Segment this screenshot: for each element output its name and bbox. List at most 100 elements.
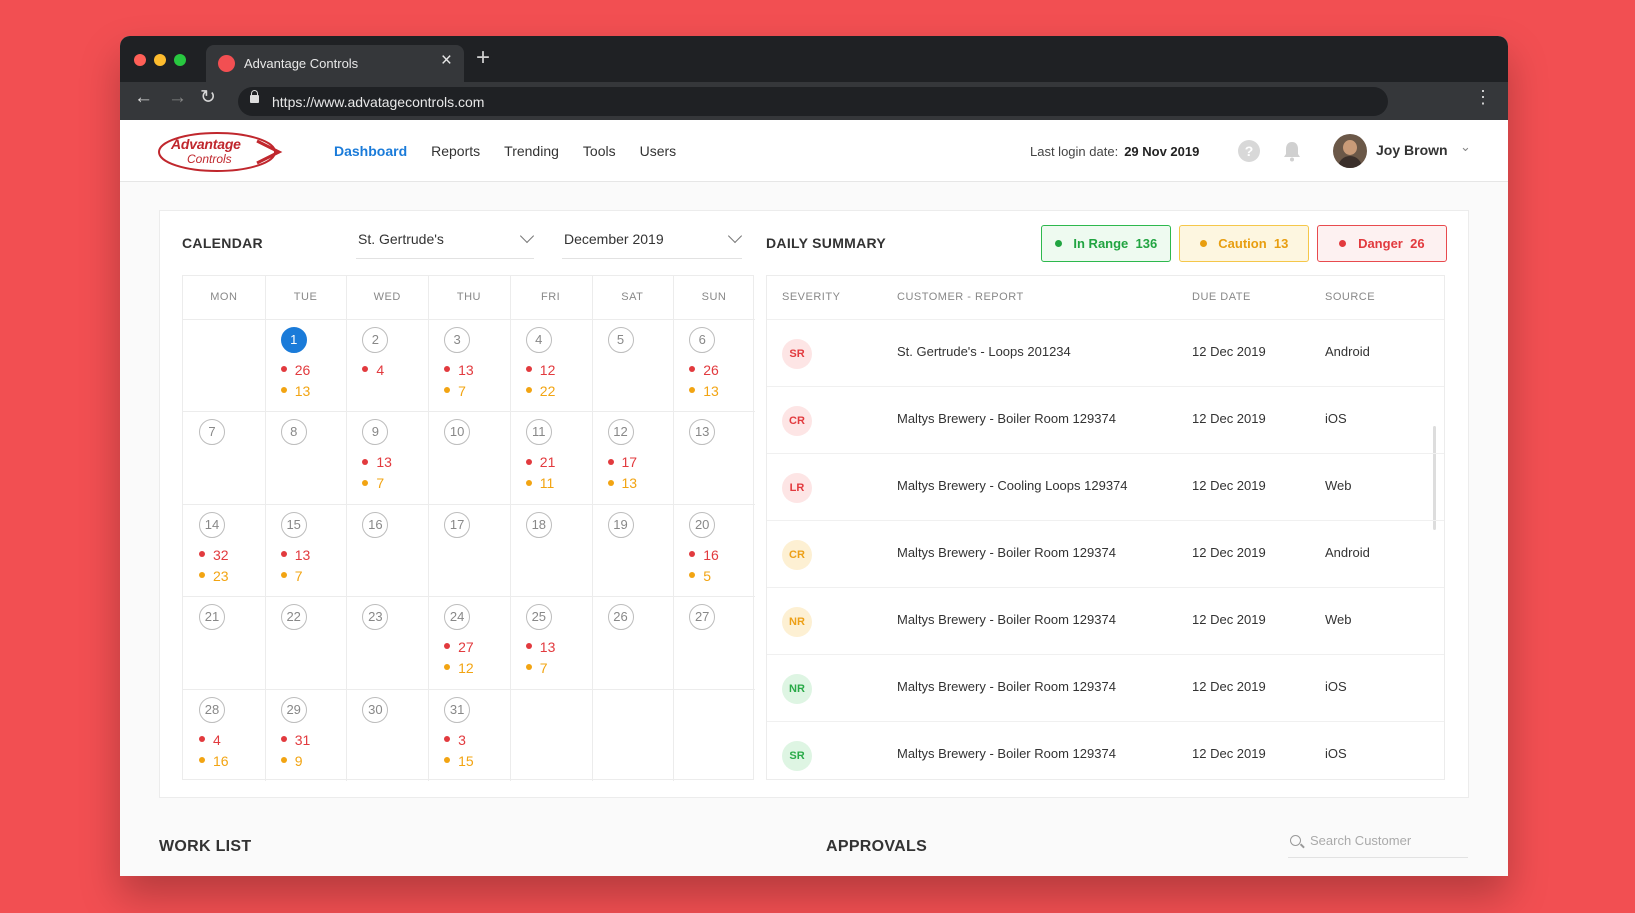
day-number: 21 [199, 604, 225, 631]
day-number: 18 [525, 511, 552, 538]
in-range-badge[interactable]: In Range 136 [1041, 225, 1171, 262]
caution-count: 15 [444, 753, 474, 769]
table-row[interactable]: CR Maltys Brewery - Boiler Room 129374 12 … [767, 386, 1444, 453]
danger-count: 26 [281, 362, 311, 378]
calendar-day[interactable]: 20 16 5 [673, 504, 755, 596]
site-select[interactable]: St. Gertrude's [356, 225, 535, 259]
reload-icon[interactable]: ↻ [200, 87, 216, 108]
calendar-day[interactable]: 9 13 7 [346, 411, 428, 503]
caution-count: 7 [281, 568, 303, 584]
calendar-day[interactable]: 7 [183, 411, 265, 503]
badge-count: 13 [1273, 236, 1289, 251]
window-maximize-dot[interactable] [174, 54, 186, 66]
danger-count: 3 [444, 732, 466, 748]
bell-icon[interactable] [1282, 140, 1302, 162]
browser-tab[interactable]: Advantage Controls × [206, 45, 464, 82]
forward-arrow-icon[interactable]: → [168, 87, 187, 108]
grid-divider [183, 411, 755, 413]
logo[interactable]: Advantage Controls [157, 131, 283, 173]
calendar-day[interactable]: 15 13 7 [265, 504, 347, 596]
due-date-cell: 12 Dec 2019 [1192, 344, 1266, 359]
calendar-day[interactable]: 28 4 16 [183, 689, 265, 781]
grid-divider [428, 276, 430, 781]
url-text: https://www.advatagecontrols.com [272, 94, 485, 110]
calendar-day[interactable]: 21 [183, 596, 265, 688]
calendar-day[interactable]: 5 [592, 319, 674, 411]
danger-count: 31 [281, 732, 311, 748]
month-select-value: December 2019 [564, 231, 664, 247]
calendar-day[interactable]: 30 [346, 689, 428, 781]
calendar-day[interactable]: 16 [346, 504, 428, 596]
chevron-down-icon[interactable]: ⌄ [1460, 139, 1471, 154]
danger-count: 17 [608, 454, 638, 470]
calendar-day[interactable]: 17 [428, 504, 510, 596]
due-date-cell: 12 Dec 2019 [1192, 545, 1266, 560]
grid-divider [591, 276, 593, 781]
calendar-day[interactable]: 27 [673, 596, 755, 688]
worklist-title: WORK LIST [159, 838, 252, 855]
window-minimize-dot[interactable] [154, 54, 166, 66]
weekday-header: TUE [293, 291, 318, 303]
calendar-day[interactable]: 11 21 11 [510, 411, 592, 503]
calendar-day[interactable]: 25 13 7 [510, 596, 592, 688]
grid-divider [346, 276, 348, 781]
nav-users[interactable]: Users [639, 143, 677, 159]
calendar-day[interactable]: 23 [346, 596, 428, 688]
calendar-day[interactable]: 26 [592, 596, 674, 688]
calendar-grid: MON TUE WED THU FRI SAT SUN 1 26 13 2 4 3 13 7 4 12 22 5 6 2… [182, 275, 755, 781]
calendar-day[interactable]: 13 [673, 411, 755, 503]
table-scrollbar[interactable] [1433, 426, 1436, 530]
browser-menu-icon[interactable]: ⋮ [1474, 87, 1492, 107]
calendar-day[interactable]: 6 26 13 [673, 319, 755, 411]
month-select[interactable]: December 2019 [562, 225, 743, 259]
table-row[interactable]: LR Maltys Brewery - Cooling Loops 129374 1… [767, 453, 1444, 520]
badge-label: Danger [1358, 236, 1403, 251]
day-number: 22 [280, 604, 307, 631]
back-arrow-icon[interactable]: ← [134, 87, 153, 108]
new-tab-icon[interactable]: + [476, 44, 491, 71]
help-icon[interactable]: ? [1238, 140, 1260, 162]
nav-dashboard[interactable]: Dashboard [334, 143, 408, 159]
customer-report-cell: St. Gertrude's - Loops 201234 [897, 344, 1071, 359]
caution-badge[interactable]: Caution 13 [1179, 225, 1309, 262]
calendar-day[interactable]: 12 17 13 [592, 411, 674, 503]
table-row[interactable]: NR Maltys Brewery - Boiler Room 129374 12 … [767, 587, 1444, 654]
url-field[interactable]: https://www.advatagecontrols.com [238, 87, 1388, 116]
caution-count: 7 [526, 660, 548, 676]
table-row[interactable]: CR Maltys Brewery - Boiler Room 129374 12 … [767, 520, 1444, 587]
nav-trending[interactable]: Trending [504, 143, 559, 159]
nav-reports[interactable]: Reports [431, 143, 481, 159]
tab-close-icon[interactable]: × [440, 50, 452, 71]
calendar-day[interactable]: 29 31 9 [265, 689, 347, 781]
window-close-dot[interactable] [134, 54, 146, 66]
calendar-day[interactable]: 1 26 13 [265, 319, 347, 411]
calendar-day[interactable]: 24 27 12 [428, 596, 510, 688]
source-cell: iOS [1325, 411, 1347, 426]
avatar[interactable] [1333, 134, 1367, 168]
danger-badge[interactable]: Danger 26 [1317, 225, 1447, 262]
table-row[interactable]: SR St. Gertrude's - Loops 201234 12 Dec 20… [767, 319, 1444, 386]
calendar-day[interactable]: 31 3 15 [428, 689, 510, 781]
calendar-day[interactable]: 14 32 23 [183, 504, 265, 596]
calendar-summary-card: CALENDAR St. Gertrude's December 2019 MO… [159, 210, 1469, 798]
severity-badge: CR [782, 540, 812, 570]
caution-count: 16 [199, 753, 229, 769]
nav-tools[interactable]: Tools [582, 143, 616, 159]
table-row[interactable]: SR Maltys Brewery - Boiler Room 129374 12 … [767, 721, 1444, 779]
user-name[interactable]: Joy Brown [1376, 142, 1448, 158]
table-row[interactable]: NR Maltys Brewery - Boiler Room 129374 12 … [767, 654, 1444, 721]
calendar-day[interactable]: 19 [592, 504, 674, 596]
search-customer-input[interactable] [1310, 833, 1460, 848]
tab-title: Advantage Controls [244, 56, 359, 71]
day-number: 11 [525, 419, 552, 446]
calendar-day[interactable]: 4 12 22 [510, 319, 592, 411]
calendar-day[interactable]: 22 [265, 596, 347, 688]
badge-count: 26 [1410, 236, 1425, 251]
calendar-day[interactable]: 10 [428, 411, 510, 503]
calendar-day[interactable]: 3 13 7 [428, 319, 510, 411]
calendar-day[interactable]: 18 [510, 504, 592, 596]
calendar-day[interactable]: 8 [265, 411, 347, 503]
calendar-title: CALENDAR [182, 235, 263, 251]
last-login-value: 29 Nov 2019 [1124, 144, 1200, 159]
